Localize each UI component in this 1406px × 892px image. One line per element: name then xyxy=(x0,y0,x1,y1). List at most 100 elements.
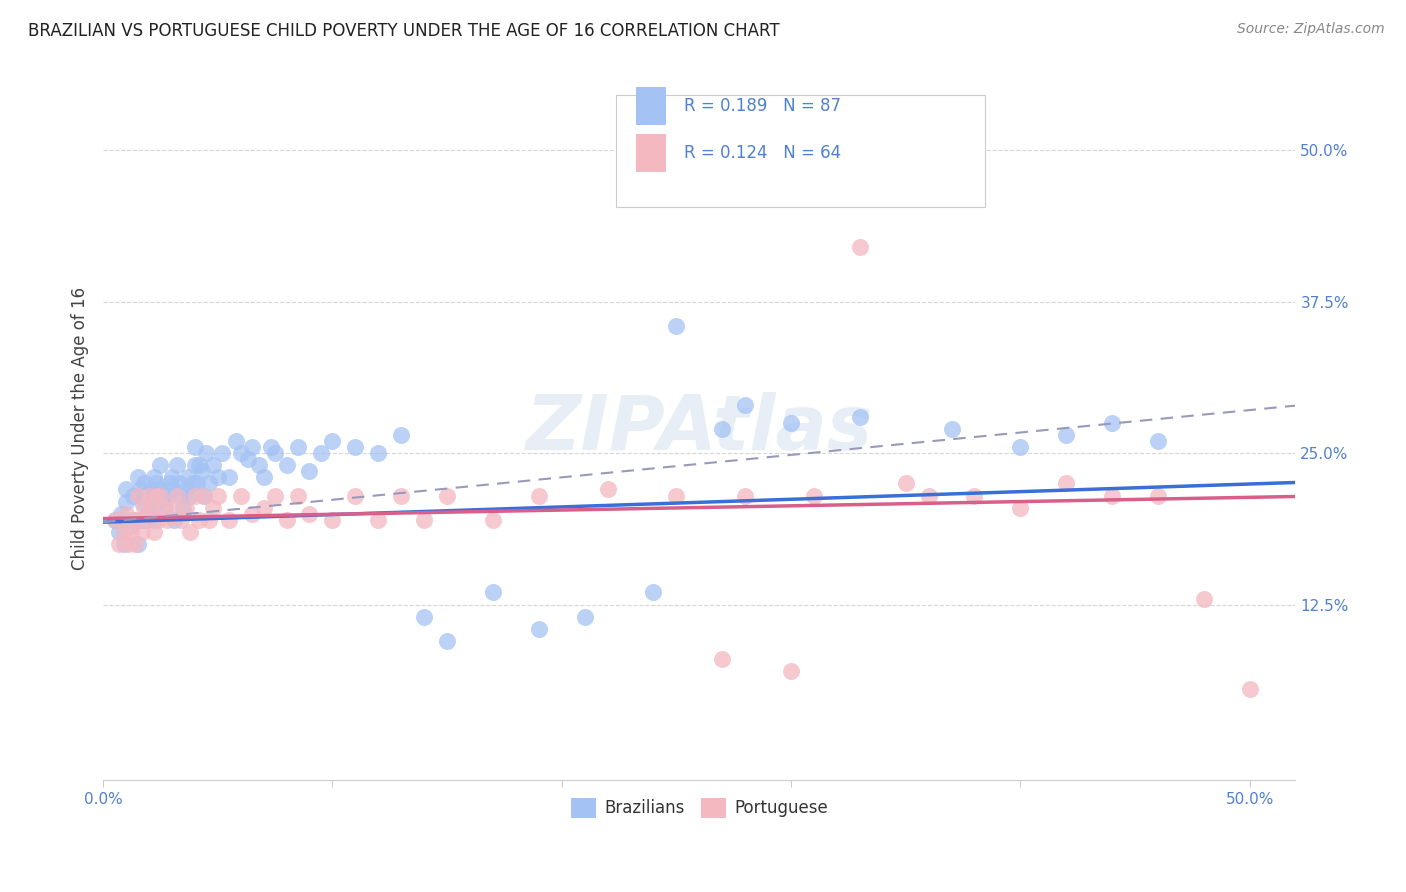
Point xyxy=(142,470,165,484)
Point xyxy=(184,440,207,454)
Point xyxy=(181,476,204,491)
Point xyxy=(1239,682,1261,697)
FancyBboxPatch shape xyxy=(616,95,986,208)
Point xyxy=(218,470,240,484)
Point xyxy=(389,428,412,442)
Point xyxy=(120,524,142,539)
Point xyxy=(197,476,219,491)
Point xyxy=(149,489,172,503)
Point xyxy=(142,524,165,539)
Point xyxy=(734,489,756,503)
Point xyxy=(264,489,287,503)
Point xyxy=(152,489,174,503)
Point xyxy=(218,513,240,527)
Point xyxy=(413,513,436,527)
Point xyxy=(152,500,174,515)
Point xyxy=(193,489,215,503)
Point xyxy=(665,318,688,333)
Point xyxy=(179,524,201,539)
Point xyxy=(145,476,167,491)
Point xyxy=(172,500,194,515)
Point xyxy=(134,500,156,515)
Point xyxy=(127,470,149,484)
Point xyxy=(112,537,135,551)
FancyBboxPatch shape xyxy=(636,134,666,172)
Point xyxy=(149,483,172,497)
Point xyxy=(202,458,225,473)
Point xyxy=(207,470,229,484)
Point xyxy=(253,500,276,515)
Point xyxy=(167,476,190,491)
Point xyxy=(780,416,803,430)
Text: R = 0.189   N = 87: R = 0.189 N = 87 xyxy=(683,97,841,115)
Point xyxy=(1054,476,1077,491)
Point xyxy=(202,500,225,515)
Point xyxy=(344,440,367,454)
Point xyxy=(127,489,149,503)
Point xyxy=(170,489,193,503)
Point xyxy=(170,513,193,527)
Point xyxy=(159,476,181,491)
Point xyxy=(115,507,138,521)
Point xyxy=(141,500,163,515)
Point xyxy=(1147,434,1170,448)
Point xyxy=(145,494,167,508)
Point xyxy=(780,665,803,679)
Point xyxy=(665,489,688,503)
Point xyxy=(146,513,169,527)
Point xyxy=(963,489,986,503)
Point xyxy=(141,500,163,515)
Point xyxy=(321,434,343,448)
Y-axis label: Child Poverty Under the Age of 16: Child Poverty Under the Age of 16 xyxy=(72,287,89,570)
Point xyxy=(207,489,229,503)
Point xyxy=(236,452,259,467)
Point xyxy=(253,470,276,484)
Point xyxy=(225,434,247,448)
Point xyxy=(156,513,179,527)
Point xyxy=(193,489,215,503)
Point xyxy=(1101,416,1123,430)
Point xyxy=(413,609,436,624)
Point xyxy=(160,483,183,497)
Point xyxy=(188,458,211,473)
Point xyxy=(122,513,145,527)
Point xyxy=(276,513,298,527)
Point xyxy=(527,622,550,636)
Point xyxy=(134,513,156,527)
Point xyxy=(264,446,287,460)
Point xyxy=(1192,591,1215,606)
Point xyxy=(190,464,212,478)
Text: ZIPAtlas: ZIPAtlas xyxy=(526,392,873,466)
Point xyxy=(276,458,298,473)
Point xyxy=(145,489,167,503)
Point xyxy=(117,537,139,551)
Point xyxy=(247,458,270,473)
Point xyxy=(188,513,211,527)
Point xyxy=(134,476,156,491)
Point xyxy=(163,513,186,527)
Point xyxy=(321,513,343,527)
Point xyxy=(115,483,138,497)
Point xyxy=(894,149,917,163)
Point xyxy=(138,489,160,503)
Point xyxy=(135,507,157,521)
Text: Source: ZipAtlas.com: Source: ZipAtlas.com xyxy=(1237,22,1385,37)
Point xyxy=(108,537,131,551)
Point xyxy=(197,513,219,527)
Point xyxy=(711,422,734,436)
Point xyxy=(153,500,176,515)
Point xyxy=(184,489,207,503)
Point xyxy=(482,513,505,527)
Point xyxy=(138,489,160,503)
Point xyxy=(389,489,412,503)
Point xyxy=(527,489,550,503)
Point xyxy=(482,585,505,599)
Point xyxy=(174,483,197,497)
Point xyxy=(184,458,207,473)
Point xyxy=(134,489,156,503)
Point xyxy=(174,500,197,515)
Point xyxy=(160,470,183,484)
Point xyxy=(240,507,263,521)
Legend: Brazilians, Portuguese: Brazilians, Portuguese xyxy=(564,791,835,825)
Point xyxy=(711,652,734,666)
